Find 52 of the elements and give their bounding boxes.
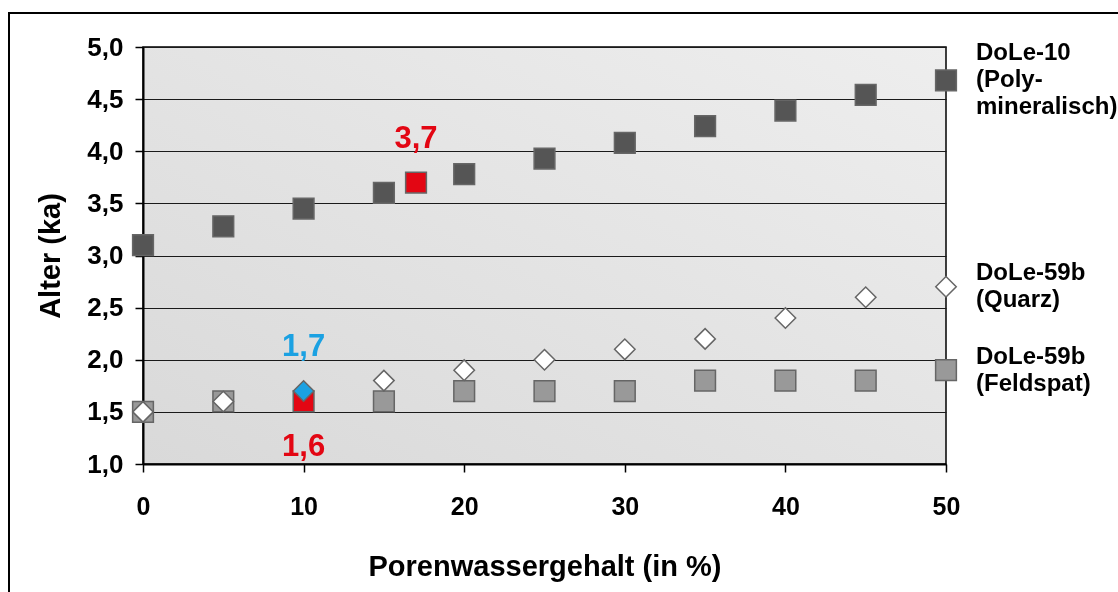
point bbox=[693, 369, 717, 392]
data-label: 3,7 bbox=[394, 119, 438, 155]
x-tick-label: 40 bbox=[771, 491, 800, 520]
y-tick-label: 3,0 bbox=[87, 240, 124, 270]
point bbox=[453, 359, 476, 382]
y-tick-label: 1,0 bbox=[87, 448, 124, 479]
y-tick-label: 5,0 bbox=[87, 31, 124, 62]
point bbox=[774, 369, 797, 392]
x-tick-label: 20 bbox=[450, 491, 479, 520]
point bbox=[212, 215, 235, 238]
point bbox=[404, 171, 428, 194]
point bbox=[854, 286, 877, 309]
point bbox=[854, 369, 877, 392]
point bbox=[292, 197, 315, 220]
y-axis-title: Alter (ka) bbox=[33, 193, 66, 319]
point bbox=[854, 83, 877, 107]
point bbox=[934, 359, 958, 382]
data-label: 1,7 bbox=[282, 328, 326, 364]
y-tick-label: 4,5 bbox=[87, 83, 124, 114]
x-tick-label: 50 bbox=[932, 491, 961, 520]
point bbox=[613, 338, 636, 361]
y-tick-label: 1,5 bbox=[87, 396, 124, 427]
point bbox=[372, 390, 396, 413]
series-label: DoLe-59b (Quarz) bbox=[976, 258, 1086, 313]
point bbox=[372, 369, 395, 392]
point bbox=[613, 379, 636, 403]
point bbox=[453, 379, 476, 403]
point bbox=[935, 275, 957, 298]
point bbox=[292, 380, 315, 403]
x-tick-label: 30 bbox=[611, 491, 640, 520]
series-label: DoLe-59b (Feldspat) bbox=[976, 341, 1091, 396]
point bbox=[774, 99, 797, 122]
x-axis-title: Porenwassergehalt (in %) bbox=[368, 549, 722, 582]
point bbox=[693, 115, 717, 138]
point bbox=[934, 69, 958, 92]
y-tick-label: 2,5 bbox=[87, 292, 124, 323]
series-label: DoLe-10 (Poly- mineralisch) bbox=[976, 38, 1118, 120]
point bbox=[613, 131, 636, 155]
x-tick-label: 10 bbox=[290, 491, 319, 520]
point bbox=[131, 233, 155, 257]
point bbox=[372, 181, 396, 205]
y-tick-label: 3,5 bbox=[87, 187, 124, 218]
point bbox=[694, 327, 717, 350]
point bbox=[774, 307, 797, 330]
y-tick-label: 4,0 bbox=[87, 135, 124, 166]
point bbox=[533, 348, 556, 371]
y-tick-label: 2,0 bbox=[87, 344, 124, 375]
data-label: 1,6 bbox=[282, 428, 326, 464]
point bbox=[533, 379, 556, 403]
point bbox=[453, 163, 476, 186]
x-tick-label: 0 bbox=[136, 491, 151, 520]
point bbox=[533, 147, 556, 170]
